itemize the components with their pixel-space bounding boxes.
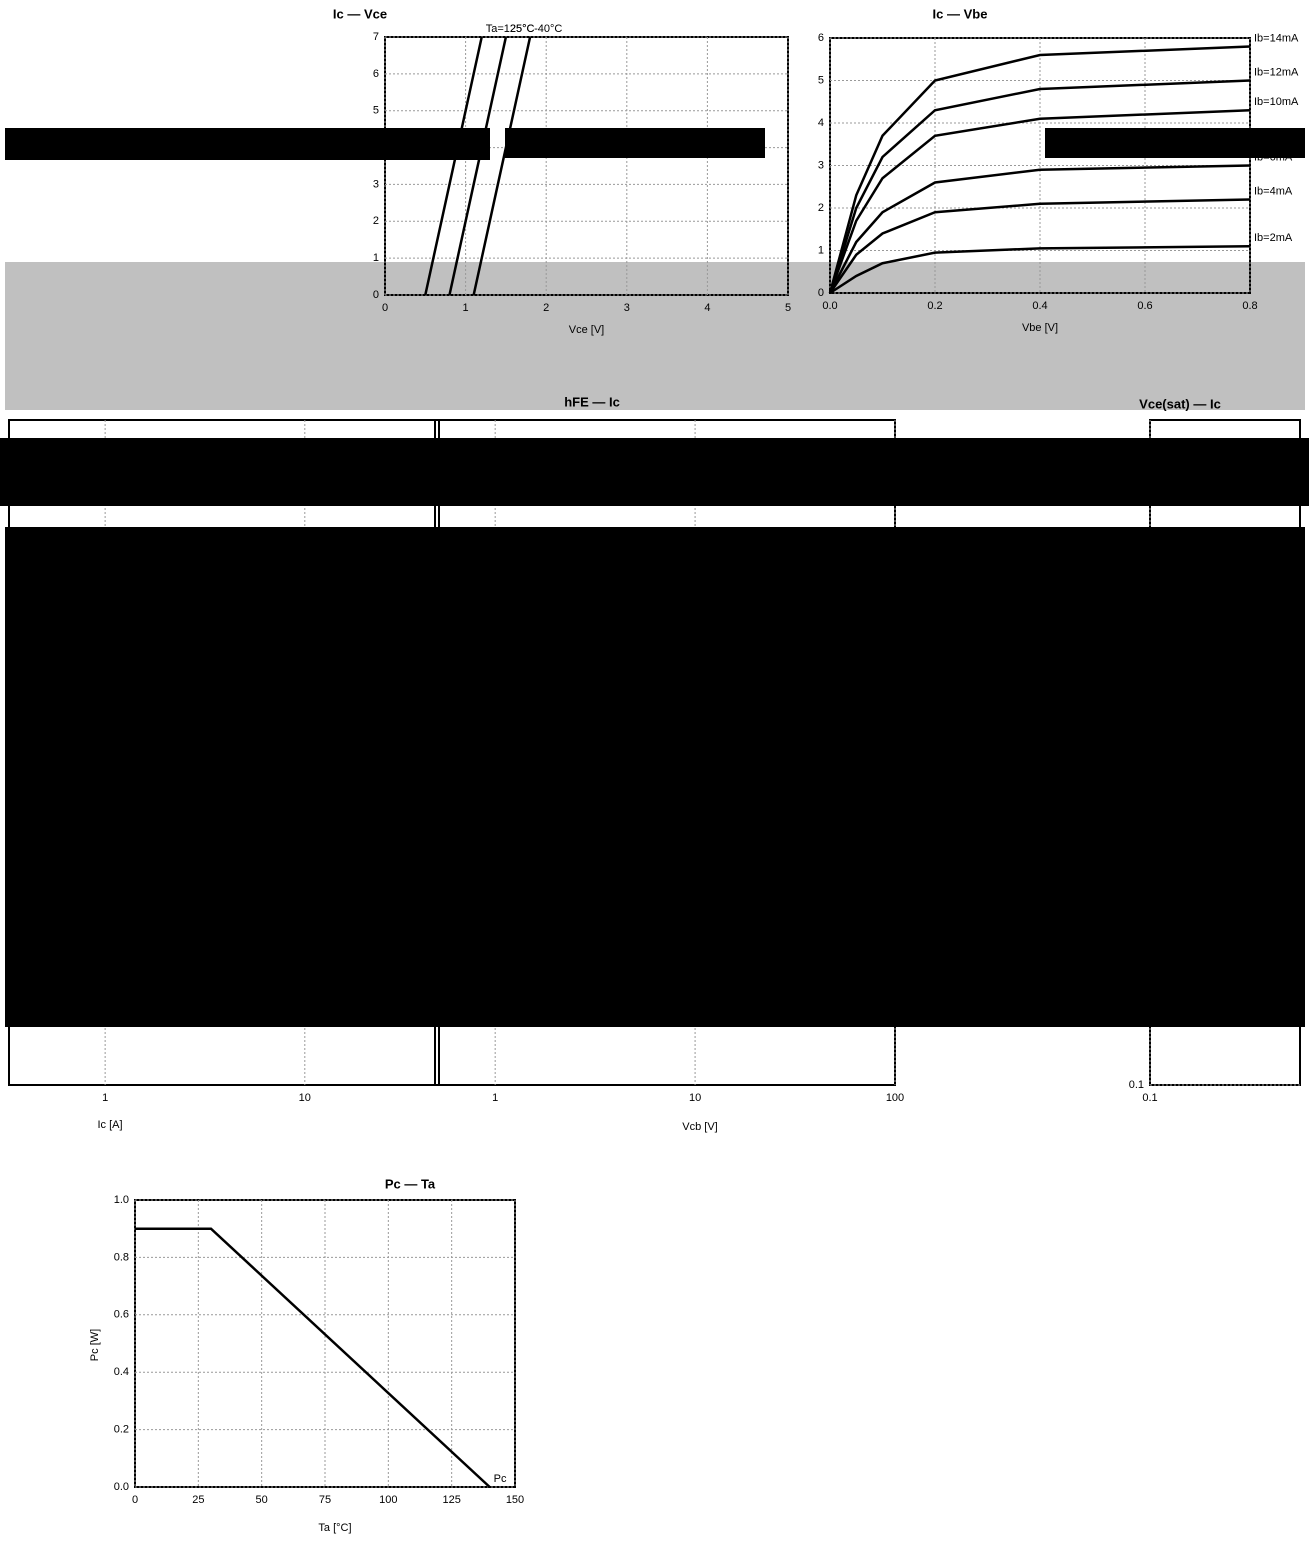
x-tick-label: 3 xyxy=(624,302,630,314)
x-tick-label: 0.0 xyxy=(822,300,837,312)
series-line xyxy=(829,245,1251,295)
x-tick-label: 0.1 xyxy=(1142,1092,1157,1104)
series-label: Ib=14mA xyxy=(1254,32,1299,44)
plot-frame xyxy=(134,1199,516,1488)
y-axis-label: Pc [W] xyxy=(89,1329,101,1361)
y-tick-label: 0 xyxy=(818,287,824,299)
y-tick-label: 6 xyxy=(818,32,824,44)
x-axis-label: Ta [°C] xyxy=(318,1522,351,1534)
x-tick-label: 0 xyxy=(132,1494,138,1506)
y-tick-label: 0.6 xyxy=(114,1309,129,1321)
series-line xyxy=(828,79,1251,294)
series-label: Ib=4mA xyxy=(1254,185,1293,197)
y-tick-label: 0.1 xyxy=(1129,1079,1144,1091)
artifact-block xyxy=(1045,128,1305,158)
y-tick-label: 7 xyxy=(373,31,379,43)
chart-title: Pc — Ta xyxy=(385,1176,436,1191)
chart-title: Ic — Vce xyxy=(333,6,387,21)
x-tick-label: 4 xyxy=(704,302,710,314)
y-tick-label: 0 xyxy=(373,289,379,301)
x-tick-label: 75 xyxy=(319,1494,331,1506)
x-tick-label: 2 xyxy=(543,302,549,314)
charts: 01234501234567Ta=125°C25°C-40°CIc — VceV… xyxy=(8,6,1301,1534)
x-tick-label: 10 xyxy=(689,1092,701,1104)
x-axis-label: Vce [V] xyxy=(569,324,604,336)
plot-frame xyxy=(384,36,789,296)
y-tick-label: 3 xyxy=(818,159,824,171)
series-label: Ta=125°C xyxy=(486,23,535,35)
y-tick-label: 2 xyxy=(818,202,824,214)
x-tick-label: 100 xyxy=(379,1494,397,1506)
x-axis-label: Ic [A] xyxy=(97,1119,122,1131)
x-tick-label: 0.2 xyxy=(927,300,942,312)
artifact-block xyxy=(0,438,1309,506)
series-label: -40°C xyxy=(534,23,562,35)
series-label: Ib=12mA xyxy=(1254,66,1299,78)
series-line xyxy=(135,1227,491,1488)
y-tick-label: 0.4 xyxy=(114,1366,129,1378)
y-tick-label: 1.0 xyxy=(114,1194,129,1206)
x-tick-label: 0.8 xyxy=(1242,300,1257,312)
x-tick-label: 25 xyxy=(192,1494,204,1506)
series-line xyxy=(448,36,508,296)
series-label: Ib=10mA xyxy=(1254,96,1299,108)
artifact-block xyxy=(5,527,1305,1027)
chart-title: hFE — Ic xyxy=(564,394,620,409)
x-tick-label: 100 xyxy=(886,1092,904,1104)
x-tick-label: 1 xyxy=(492,1092,498,1104)
x-axis-label: Vcb [V] xyxy=(682,1121,717,1133)
x-tick-label: 10 xyxy=(299,1092,311,1104)
series-label: 25°C xyxy=(510,23,535,35)
x-tick-label: 1 xyxy=(463,302,469,314)
series-label: Ib=2mA xyxy=(1254,232,1293,244)
chart-title: Vce(sat) — Ic xyxy=(1139,396,1221,411)
x-tick-label: 1 xyxy=(102,1092,108,1104)
y-tick-label: 6 xyxy=(373,68,379,80)
y-tick-label: 5 xyxy=(373,105,379,117)
y-tick-label: 5 xyxy=(818,74,824,86)
x-tick-label: 5 xyxy=(785,302,791,314)
x-tick-label: 0.4 xyxy=(1032,300,1047,312)
series-line xyxy=(828,198,1251,294)
series-label: Pc xyxy=(494,1473,507,1485)
y-tick-label: 1 xyxy=(373,252,379,264)
series-line xyxy=(472,36,532,296)
x-tick-label: 0.6 xyxy=(1137,300,1152,312)
chart-title: Ic — Vbe xyxy=(933,6,988,21)
series-line xyxy=(828,109,1251,294)
scan-artifacts xyxy=(0,128,1309,1027)
x-tick-label: 125 xyxy=(442,1494,460,1506)
series-line xyxy=(828,45,1251,294)
series-line xyxy=(828,164,1251,294)
y-tick-label: 4 xyxy=(818,117,824,129)
series-line xyxy=(424,36,483,296)
y-tick-label: 0.0 xyxy=(114,1481,129,1493)
y-tick-label: 1 xyxy=(818,244,824,256)
x-tick-label: 150 xyxy=(506,1494,524,1506)
y-tick-label: 0.8 xyxy=(114,1251,129,1263)
y-tick-label: 2 xyxy=(373,215,379,227)
x-tick-label: 0 xyxy=(382,302,388,314)
y-tick-label: 0.2 xyxy=(114,1424,129,1436)
scan-band xyxy=(5,262,1305,410)
x-axis-label: Vbe [V] xyxy=(1022,322,1058,334)
y-tick-label: 3 xyxy=(373,178,379,190)
artifact-block xyxy=(505,128,765,158)
x-tick-label: 50 xyxy=(256,1494,268,1506)
artifact-block xyxy=(5,128,490,160)
